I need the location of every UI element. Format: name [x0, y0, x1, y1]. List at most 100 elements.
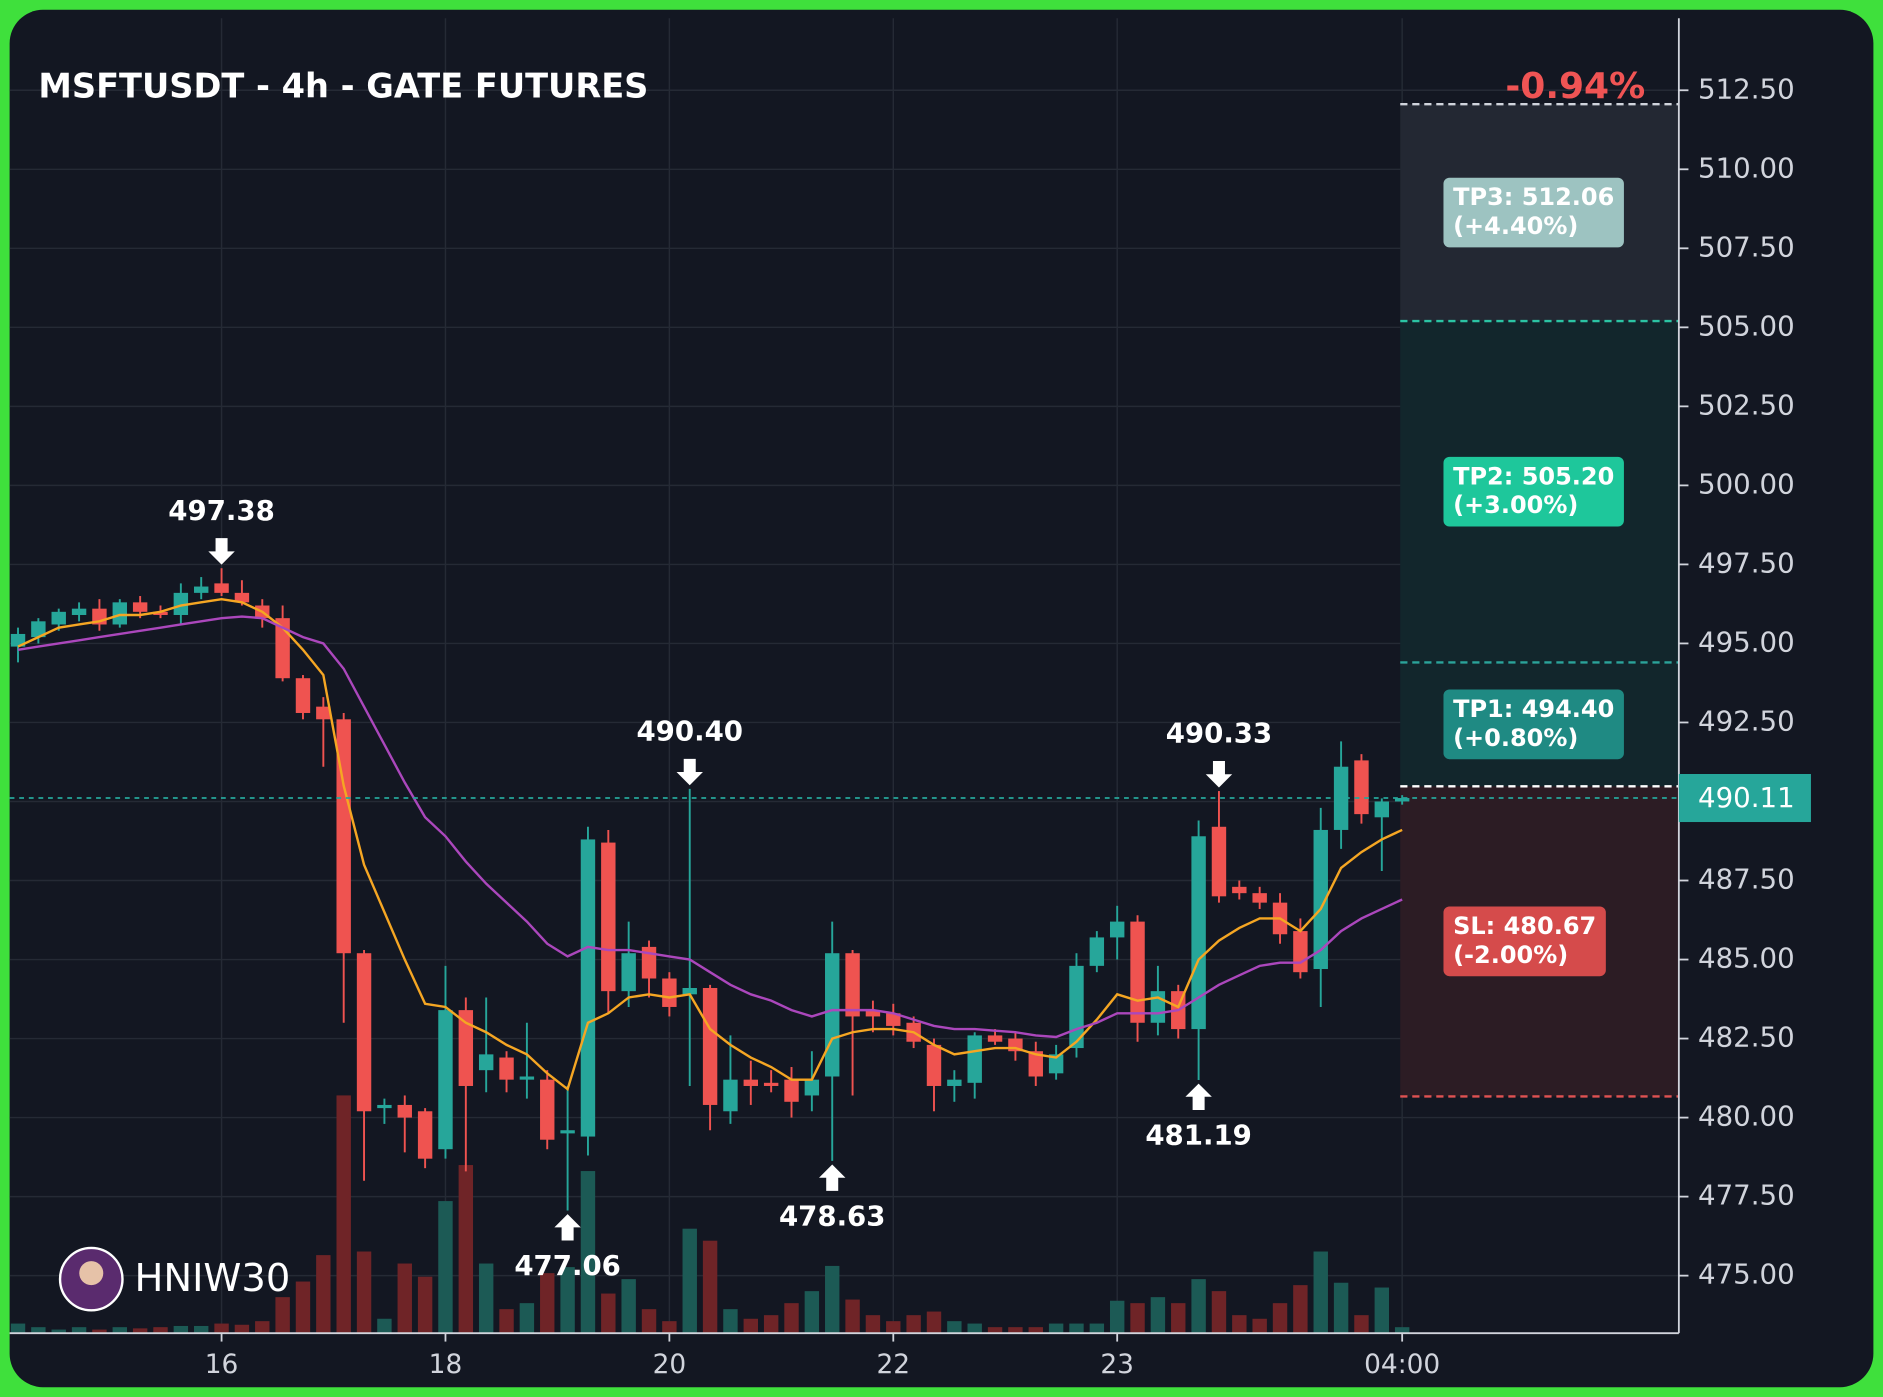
candle-body	[356, 953, 372, 1112]
volume-bar	[540, 1273, 555, 1334]
candle-body	[1028, 1051, 1043, 1077]
candle-body	[153, 611, 168, 615]
candle-body	[702, 987, 718, 1105]
candle-body	[763, 1082, 779, 1086]
annotation-arrow	[1185, 1083, 1212, 1110]
watermark: HNIW30	[135, 1256, 291, 1301]
y-tick-label: 510.00	[1698, 151, 1795, 184]
volume-bar	[132, 1328, 148, 1334]
y-tick-label: 477.50	[1698, 1179, 1795, 1212]
volume	[10, 1095, 1410, 1334]
candle-body	[194, 586, 209, 593]
volume-bar	[601, 1293, 616, 1334]
target-box	[1443, 689, 1624, 760]
avatar-face	[79, 1261, 104, 1286]
volume-bar	[1293, 1285, 1308, 1334]
candle-body	[438, 1010, 453, 1150]
annotation-label: 481.19	[1145, 1118, 1252, 1151]
x-tick-label: 04:00	[1364, 1349, 1440, 1380]
volume-bar	[723, 1309, 738, 1334]
volume-bar	[1232, 1315, 1247, 1334]
candle-body	[784, 1079, 799, 1102]
annotation-arrow	[676, 758, 703, 786]
candle-body	[845, 953, 860, 1017]
volume-bar	[784, 1303, 799, 1334]
volume-bar	[1130, 1303, 1145, 1334]
volume-bar	[967, 1323, 982, 1334]
volume-bar	[397, 1263, 412, 1334]
candle-body	[1150, 991, 1166, 1023]
volume-bar	[926, 1311, 942, 1334]
volume-bar	[987, 1327, 1003, 1334]
candle-body	[804, 1079, 820, 1096]
volume-bar	[1191, 1279, 1206, 1334]
volume-bar	[438, 1201, 453, 1334]
volume-bar	[1109, 1300, 1125, 1334]
candle-body	[336, 719, 351, 954]
y-tick-label: 480.00	[1698, 1100, 1795, 1133]
candle-body	[621, 953, 636, 992]
price-badge-label: 490.11	[1698, 781, 1795, 814]
volume-bar	[906, 1315, 921, 1334]
annotation-label: 478.63	[779, 1199, 886, 1232]
candle-body	[825, 953, 840, 1077]
candle-body	[1048, 1054, 1064, 1074]
y-tick-label: 495.00	[1698, 625, 1795, 658]
volume-bar	[194, 1325, 209, 1334]
candle-body	[560, 1130, 575, 1134]
volume-bar	[825, 1265, 840, 1334]
change-percent: -0.94%	[1505, 66, 1645, 107]
candle-body	[1089, 937, 1105, 966]
chart-title: MSFTUSDT - 4h - GATE FUTURES	[38, 66, 648, 105]
candle-body	[601, 842, 616, 992]
y-tick-label: 500.00	[1698, 467, 1795, 500]
volume-bar	[316, 1255, 331, 1334]
volume-bar	[1394, 1327, 1410, 1334]
candle-body	[926, 1044, 942, 1086]
volume-bar	[1069, 1323, 1084, 1334]
candle-body	[1374, 801, 1390, 818]
volume-bar	[1313, 1251, 1328, 1334]
volume-bar	[865, 1315, 881, 1334]
annotation-label: 497.38	[168, 494, 275, 527]
volume-bar	[10, 1323, 26, 1334]
volume-bar	[1089, 1323, 1105, 1334]
candle-body	[886, 1013, 901, 1026]
x-tick-label: 23	[1100, 1349, 1134, 1380]
volume-bar	[845, 1299, 860, 1334]
annotation-label: 477.06	[514, 1249, 621, 1282]
candle-body	[316, 706, 331, 720]
target-label: TP2: 505.20	[1453, 462, 1614, 490]
candle-body	[417, 1111, 433, 1159]
volume-bar	[1171, 1303, 1186, 1334]
volume-bar	[153, 1327, 168, 1334]
candle-body	[1252, 893, 1267, 903]
volume-bar	[336, 1095, 351, 1334]
candle-body	[1394, 798, 1410, 802]
volume-bar	[1272, 1303, 1288, 1334]
target-label: TP3: 512.06	[1453, 183, 1614, 211]
candle-body	[295, 678, 311, 713]
candle-body	[519, 1076, 535, 1080]
volume-bar	[1354, 1315, 1369, 1334]
moving-average	[17, 615, 1403, 1039]
candle-body	[540, 1079, 555, 1140]
y-tick-label: 502.50	[1698, 388, 1795, 421]
candle-body	[132, 602, 148, 612]
candle-body	[173, 592, 189, 615]
candle-body	[1211, 826, 1227, 897]
target-box	[1443, 906, 1606, 977]
annotation-label: 490.33	[1166, 717, 1273, 750]
volume-bar	[255, 1321, 270, 1334]
volume-bar	[519, 1303, 535, 1334]
candle-body	[580, 839, 596, 1137]
volume-bar	[763, 1315, 779, 1334]
x-tick-label: 22	[876, 1349, 910, 1380]
volume-bar	[51, 1329, 66, 1334]
candle-body	[662, 978, 677, 1007]
candle-body	[947, 1079, 962, 1086]
candle-body	[1333, 766, 1349, 830]
target-note: (+0.80%)	[1453, 724, 1578, 752]
